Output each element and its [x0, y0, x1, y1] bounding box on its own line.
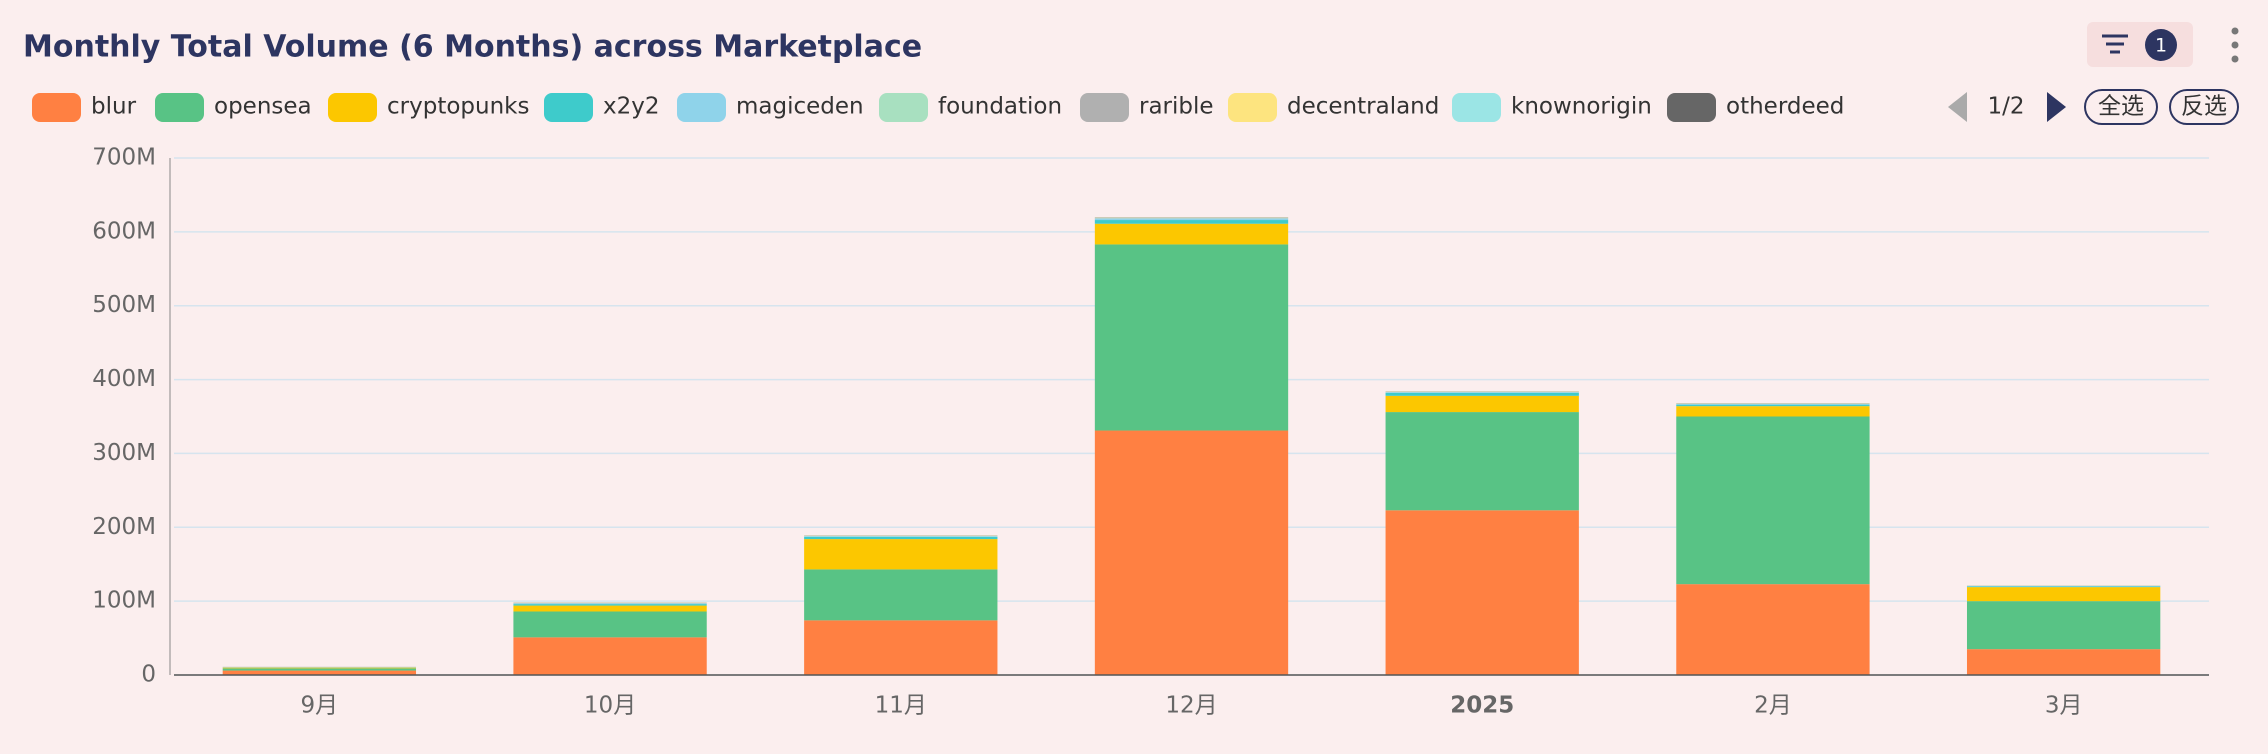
x-tick-label: 2月 [1754, 693, 1792, 719]
bar-segment [1385, 392, 1579, 396]
y-tick-label: 100M [92, 588, 156, 614]
bar-segment [1385, 395, 1579, 413]
bar-segment [513, 611, 707, 638]
legend-label: otherdeed [1726, 94, 1844, 120]
bar-segment [1676, 403, 1870, 405]
select-all: 全选 [2098, 94, 2144, 120]
filter-badge [2145, 29, 2177, 61]
legend-label: cryptopunks [387, 94, 529, 120]
legend-swatch [879, 93, 928, 122]
bar-segment [804, 620, 998, 675]
legend-label: x2y2 [603, 94, 660, 120]
bar-segment [804, 536, 998, 537]
bar-segment [1966, 587, 2161, 602]
bar-segment [1676, 406, 1870, 417]
bar-segment [1094, 223, 1289, 245]
invert-button[interactable] [2169, 89, 2239, 125]
bar-segment [1094, 430, 1289, 675]
bar-segment [804, 536, 998, 540]
legend-swatch [155, 93, 204, 122]
bar-segment [1094, 218, 1289, 221]
bar-segment [804, 569, 998, 621]
bar-segment [513, 605, 707, 612]
x-tick-label: 11月 [875, 693, 927, 719]
bar-segment [1966, 649, 2161, 675]
prev-page[interactable] [1948, 92, 1967, 122]
legend-label: magiceden [736, 94, 864, 120]
filter-button[interactable] [2087, 22, 2193, 67]
bar-segment [513, 603, 707, 605]
legend-label: knownorigin [1511, 94, 1652, 120]
bar-segment [1094, 244, 1289, 431]
select-all-button[interactable] [2084, 89, 2158, 125]
filter-icon [2102, 34, 2128, 54]
bar-segment [804, 539, 998, 570]
bar-segment [1385, 412, 1579, 511]
legend-swatch [544, 93, 593, 122]
y-tick-label: 200M [92, 514, 156, 540]
y-tick-label: 400M [92, 366, 156, 392]
bar-segment [1966, 586, 2161, 588]
x-tick-label: 10月 [584, 693, 636, 719]
y-tick-label: 300M [92, 440, 156, 466]
legend-swatch [32, 93, 81, 122]
x-tick-label: 3月 [2045, 693, 2083, 719]
legend-swatch [677, 93, 726, 122]
bar-segment [1385, 392, 1579, 393]
invert-selection: 反选 [2181, 94, 2227, 120]
bar-segment [1676, 404, 1870, 407]
bar-segment [222, 670, 417, 675]
legend-label: foundation [938, 94, 1062, 120]
legend-swatch [1667, 93, 1716, 122]
y-tick-label: 500M [92, 292, 156, 318]
x-tick-label: 9月 [301, 693, 339, 719]
bar-segment [1676, 584, 1870, 675]
bar-segment [513, 637, 707, 675]
legend-label: decentraland [1287, 94, 1439, 120]
legend-swatch [1080, 93, 1129, 122]
x-tick-label: 2025 [1450, 693, 1514, 719]
bar-segment [1676, 416, 1870, 585]
y-tick-label: 700M [92, 145, 156, 171]
legend-swatch [328, 93, 377, 122]
legend-label: opensea [214, 94, 312, 120]
x-tick-label: 12月 [1165, 693, 1217, 719]
bar-segment [1094, 220, 1289, 224]
y-tick-label: 600M [92, 218, 156, 244]
legend-page: 1/2 [1987, 94, 2024, 120]
more-menu[interactable] [2231, 27, 2239, 63]
y-tick-label: 0 [141, 662, 156, 688]
legend-label: rarible [1139, 94, 1214, 120]
next-page[interactable] [2047, 92, 2066, 122]
chart-title: Monthly Total Volume (6 Months) across M… [23, 30, 922, 65]
legend-label: blur [91, 94, 137, 120]
filter-count: 1 [2155, 35, 2167, 57]
bar-segment [1966, 601, 2161, 650]
bar-segment [222, 668, 417, 671]
legend-swatch [1228, 93, 1277, 122]
legend-swatch [1452, 93, 1501, 122]
bar-segment [513, 604, 707, 606]
bar-segment [1385, 510, 1579, 675]
bar-segment [222, 667, 417, 669]
